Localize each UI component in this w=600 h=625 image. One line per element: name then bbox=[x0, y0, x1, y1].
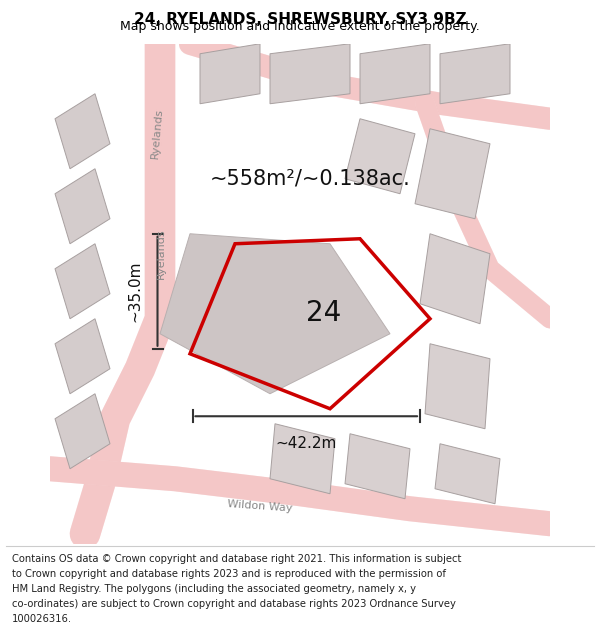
Text: co-ordinates) are subject to Crown copyright and database rights 2023 Ordnance S: co-ordinates) are subject to Crown copyr… bbox=[12, 599, 456, 609]
Polygon shape bbox=[440, 44, 510, 104]
Text: Ryelands: Ryelands bbox=[151, 108, 164, 159]
Polygon shape bbox=[345, 434, 410, 499]
Polygon shape bbox=[435, 444, 500, 504]
Polygon shape bbox=[270, 424, 335, 494]
Polygon shape bbox=[420, 234, 490, 324]
Polygon shape bbox=[425, 344, 490, 429]
Text: to Crown copyright and database rights 2023 and is reproduced with the permissio: to Crown copyright and database rights 2… bbox=[12, 569, 446, 579]
Text: Ryelands: Ryelands bbox=[156, 228, 166, 279]
Text: Map shows position and indicative extent of the property.: Map shows position and indicative extent… bbox=[120, 20, 480, 32]
Polygon shape bbox=[270, 44, 350, 104]
Text: ~42.2m: ~42.2m bbox=[275, 436, 337, 451]
Polygon shape bbox=[55, 94, 110, 169]
Polygon shape bbox=[200, 44, 260, 104]
Polygon shape bbox=[415, 129, 490, 219]
Text: Contains OS data © Crown copyright and database right 2021. This information is : Contains OS data © Crown copyright and d… bbox=[12, 554, 461, 564]
Polygon shape bbox=[360, 44, 430, 104]
Text: ~35.0m: ~35.0m bbox=[128, 261, 143, 322]
Polygon shape bbox=[55, 169, 110, 244]
Polygon shape bbox=[55, 394, 110, 469]
Text: HM Land Registry. The polygons (including the associated geometry, namely x, y: HM Land Registry. The polygons (includin… bbox=[12, 584, 416, 594]
Text: 100026316.: 100026316. bbox=[12, 614, 72, 624]
Polygon shape bbox=[160, 234, 390, 394]
Polygon shape bbox=[345, 119, 415, 194]
Text: Wildon Way: Wildon Way bbox=[227, 499, 293, 514]
Text: 24: 24 bbox=[307, 299, 341, 327]
Polygon shape bbox=[55, 319, 110, 394]
Text: 24, RYELANDS, SHREWSBURY, SY3 9BZ: 24, RYELANDS, SHREWSBURY, SY3 9BZ bbox=[134, 12, 466, 28]
Polygon shape bbox=[55, 244, 110, 319]
Text: ~558m²/~0.138ac.: ~558m²/~0.138ac. bbox=[209, 169, 410, 189]
